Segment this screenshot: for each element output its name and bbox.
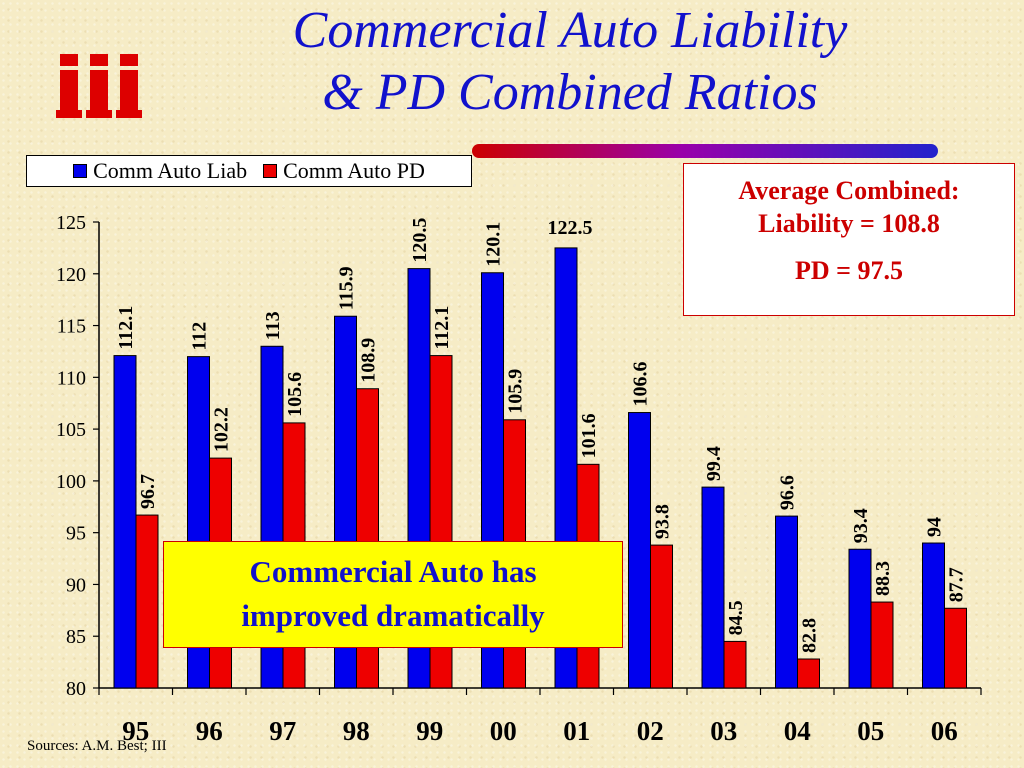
data-label-liab: 113 [262, 311, 284, 340]
legend-item-liab: Comm Auto Liab [73, 158, 247, 184]
data-label-liab: 112 [189, 322, 211, 351]
y-tick-label: 80 [66, 678, 86, 700]
data-label-liab: 120.5 [409, 218, 431, 263]
legend-swatch-pd [263, 164, 278, 178]
data-label-pd: 102.2 [211, 407, 233, 452]
data-label-pd: 105.9 [505, 369, 527, 414]
x-category-label: 97 [269, 716, 296, 746]
y-tick-label: 100 [56, 471, 86, 493]
y-tick-label: 90 [66, 574, 86, 596]
y-tick-label: 105 [56, 419, 86, 441]
data-label-pd: 96.7 [137, 474, 159, 509]
data-label-liab: 106.6 [630, 362, 652, 407]
y-tick-label: 95 [66, 523, 86, 545]
y-tick-label: 115 [57, 316, 86, 338]
average-pd: PD = 97.5 [795, 256, 903, 285]
y-tick-label: 120 [56, 264, 86, 286]
x-category-label: 95 [122, 716, 149, 746]
data-label-pd: 101.6 [578, 413, 600, 458]
data-label-liab: 99.4 [703, 446, 725, 481]
legend-item-pd: Comm Auto PD [263, 158, 425, 184]
bar-pd [723, 640, 747, 689]
bar-liab [701, 486, 725, 689]
y-tick-label: 110 [57, 367, 86, 389]
bar-pd [797, 658, 820, 689]
data-label-pd: 105.6 [284, 372, 306, 417]
average-combined-box: Average Combined: Liability = 108.8 PD =… [683, 163, 1015, 316]
bar-liab [775, 515, 798, 689]
bar-pd [944, 607, 967, 689]
x-category-label: 06 [931, 716, 958, 746]
x-category-label: 01 [563, 716, 590, 746]
bar-pd [870, 601, 894, 689]
data-label-liab: 120.1 [483, 222, 505, 267]
data-label-liab: 115.9 [336, 266, 358, 310]
chart-legend: Comm Auto Liab Comm Auto PD [26, 155, 472, 187]
data-label-pd: 82.8 [799, 618, 821, 653]
data-label-liab: 93.4 [850, 508, 872, 543]
data-label-liab: 94 [924, 517, 946, 537]
title-line-1: Commercial Auto Liability [292, 2, 848, 59]
data-label-liab: 112.1 [115, 306, 137, 350]
title-line-2: & PD Combined Ratios [322, 64, 818, 121]
accent-bar [472, 144, 938, 158]
iii-logo-icon [56, 48, 148, 131]
x-category-label: 99 [416, 716, 443, 746]
sources-note: Sources: A.M. Best; III [27, 738, 167, 754]
x-category-label: 04 [784, 716, 811, 746]
bar-pd [650, 544, 673, 689]
x-category-label: 96 [196, 716, 223, 746]
y-tick-label: 85 [66, 626, 86, 648]
average-title: Average Combined: [738, 176, 960, 205]
legend-label-pd: Comm Auto PD [283, 158, 425, 183]
x-category-label: 00 [490, 716, 517, 746]
callout-line-2: improved dramatically [241, 598, 545, 633]
x-category-label: 98 [343, 716, 370, 746]
callout-line-1: Commercial Auto has [249, 554, 537, 589]
x-category-label: 02 [637, 716, 664, 746]
data-label-pd: 84.5 [725, 600, 747, 635]
y-tick-label: 125 [56, 212, 86, 234]
legend-swatch-liab [73, 164, 88, 178]
bar-liab [628, 412, 651, 689]
bar-liab [113, 355, 137, 689]
improvement-callout: Commercial Auto has improved dramaticall… [163, 541, 623, 648]
data-label-pd: 108.9 [358, 338, 380, 383]
average-liability: Liability = 108.8 [758, 209, 940, 238]
bar-liab [848, 548, 872, 689]
data-label-pd: 112.1 [431, 306, 453, 350]
bar-liab [922, 542, 945, 689]
x-category-label: 03 [710, 716, 737, 746]
data-label-pd: 88.3 [872, 561, 894, 596]
data-label-pd: 93.8 [652, 504, 674, 539]
data-label-liab: 122.5 [548, 217, 593, 239]
legend-label-liab: Comm Auto Liab [93, 158, 248, 183]
page-title: Commercial Auto Liability & PD Combined … [180, 0, 960, 124]
data-label-liab: 96.6 [777, 475, 799, 510]
bar-pd [135, 514, 159, 689]
x-category-label: 05 [857, 716, 884, 746]
data-label-pd: 87.7 [946, 567, 968, 602]
